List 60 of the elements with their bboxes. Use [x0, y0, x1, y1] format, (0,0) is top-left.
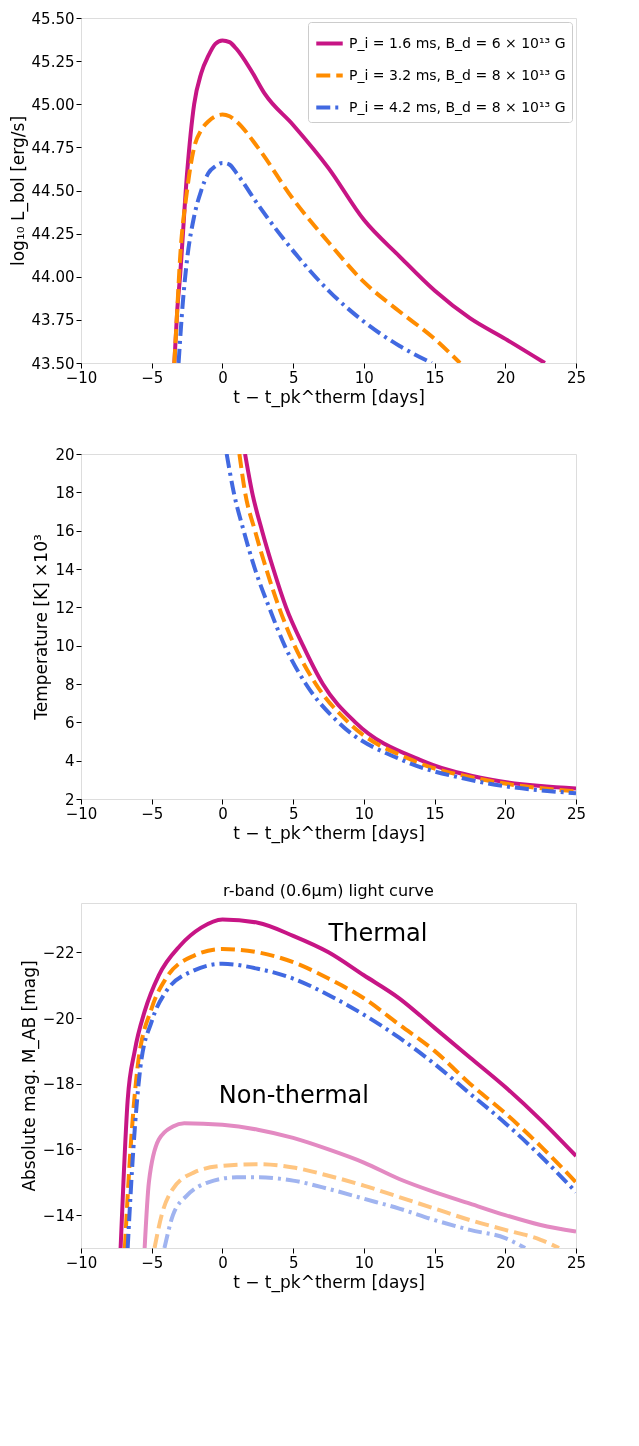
x-tick-label: 0 — [218, 368, 228, 387]
x-tick-label: 0 — [218, 1253, 228, 1272]
y-tick-label: 12 — [55, 598, 75, 617]
y-tick-label: −16 — [42, 1140, 75, 1159]
y-tick-label: 10 — [55, 637, 75, 656]
x-axis-title: t − t_pk^therm [days] — [233, 386, 425, 408]
y-tick-label: 44.25 — [31, 225, 75, 244]
y-tick-label: 4 — [64, 752, 75, 771]
x-axis-title: t − t_pk^therm [days] — [233, 1271, 425, 1293]
y-axis-title: log₁₀ L_bol [erg/s] — [7, 115, 29, 267]
x-tick-label: 20 — [496, 1253, 516, 1272]
x-tick-label: 15 — [425, 1253, 445, 1272]
y-tick-label: 16 — [55, 522, 75, 541]
y-tick-label: 8 — [64, 675, 75, 694]
y-tick-label: 43.75 — [31, 311, 75, 330]
x-tick-label: 25 — [566, 1253, 587, 1272]
x-tick-label: 15 — [425, 368, 445, 387]
y-tick-label: 45.50 — [31, 9, 75, 28]
x-tick-label: −5 — [141, 804, 164, 823]
y-axis-title: Temperature [K] ×10³ — [31, 534, 52, 721]
legend-label: P_i = 1.6 ms, B_d = 6 × 10¹³ G — [349, 34, 566, 51]
chart-title: r-band (0.6μm) light curve — [223, 881, 434, 900]
y-tick-label: 44.00 — [31, 268, 75, 287]
x-tick-label: 20 — [496, 804, 516, 823]
y-tick-label: 20 — [55, 445, 75, 464]
y-tick-label: −22 — [42, 943, 75, 962]
y-tick-label: 14 — [55, 560, 75, 579]
annotation: Thermal — [327, 919, 428, 948]
x-tick-label: 25 — [566, 804, 587, 823]
y-axis-title: Absolute mag. M_AB [mag] — [18, 960, 40, 1192]
x-tick-label: 0 — [218, 804, 228, 823]
line-series — [176, 160, 434, 363]
x-tick-label: 5 — [288, 368, 299, 387]
legend-label: P_i = 4.2 ms, B_d = 8 × 10¹³ G — [349, 98, 566, 115]
x-tick-label: 10 — [354, 804, 374, 823]
x-tick-label: 15 — [425, 804, 445, 823]
y-tick-label: −14 — [42, 1206, 75, 1225]
line-series — [162, 1175, 528, 1248]
x-tick-label: 25 — [566, 368, 587, 387]
x-tick-label: −5 — [141, 368, 164, 387]
y-tick-label: 6 — [64, 713, 75, 732]
y-tick-label: 18 — [55, 483, 75, 502]
x-tick-label: 10 — [354, 368, 374, 387]
y-tick-label: 44.50 — [31, 182, 75, 200]
x-tick-label: 5 — [288, 1253, 299, 1272]
x-axis-title: t − t_pk^therm [days] — [233, 822, 425, 844]
line-series — [142, 1121, 576, 1248]
y-tick-label: −20 — [42, 1009, 75, 1028]
legend-label: P_i = 3.2 ms, B_d = 8 × 10¹³ G — [349, 66, 566, 83]
y-tick-label: 44.75 — [31, 138, 75, 157]
y-tick-label: 45.00 — [31, 95, 75, 114]
line-series — [152, 1162, 562, 1248]
x-tick-label: −10 — [65, 1253, 98, 1272]
annotation: Non-thermal — [218, 1081, 369, 1110]
y-tick-label: 45.25 — [31, 52, 75, 71]
y-tick-label: −18 — [42, 1075, 75, 1094]
x-tick-label: 5 — [288, 804, 299, 823]
x-tick-label: −5 — [141, 1253, 164, 1272]
x-tick-label: 20 — [496, 368, 516, 387]
x-tick-label: 10 — [354, 1253, 374, 1272]
